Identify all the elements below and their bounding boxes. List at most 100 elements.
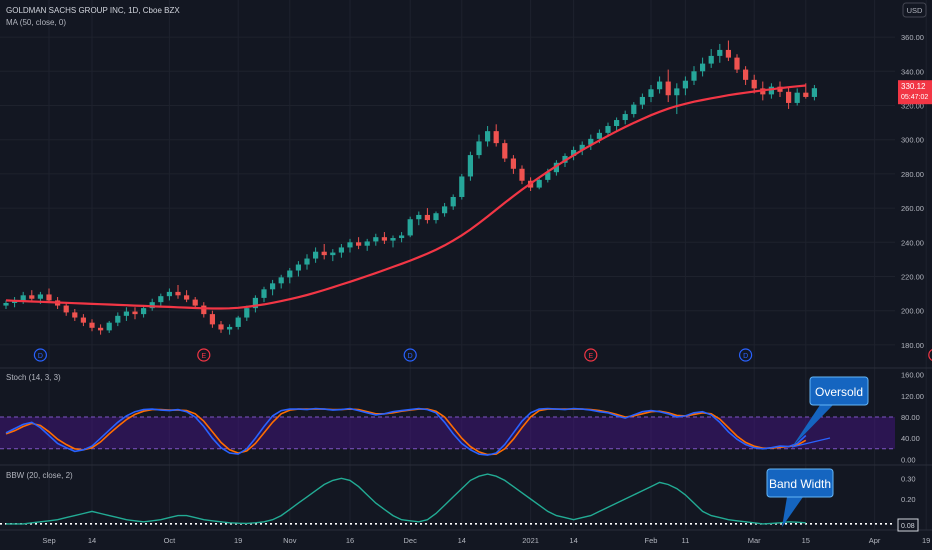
bbw-axis: 0.30 0.20: [901, 474, 916, 504]
price-axis-tick: 280.00: [901, 170, 924, 179]
stoch-axis-tick: 0.00: [901, 455, 916, 464]
candle-body: [725, 49, 731, 58]
candle-body: [175, 291, 181, 296]
time-axis-label: 14: [569, 536, 577, 545]
event-marker-label: D: [743, 353, 748, 360]
candle-body: [252, 297, 258, 309]
time-axis-label: 19: [922, 536, 930, 545]
candle-body: [37, 294, 43, 299]
candle-body: [502, 143, 508, 159]
currency-badge[interactable]: USD: [902, 2, 927, 18]
candle-body: [605, 126, 611, 133]
candle-body: [682, 80, 688, 89]
price-axis-tick: 260.00: [901, 204, 924, 213]
candle-body: [244, 308, 250, 318]
price-axis-tick: 340.00: [901, 67, 924, 76]
event-marker: [403, 348, 417, 362]
candle-body: [218, 324, 224, 330]
time-axis-label: Mar: [748, 536, 761, 545]
candle-body: [141, 308, 147, 315]
event-marker-label: D: [408, 353, 413, 360]
event-marker-label: E: [588, 353, 593, 360]
candle-body: [123, 311, 129, 316]
current-price-label: 330.12: [901, 82, 926, 91]
candle-body: [227, 326, 233, 330]
time-axis-label: 14: [458, 536, 466, 545]
candlestick-series[interactable]: [3, 40, 817, 335]
candle-body: [132, 311, 138, 315]
candle-body: [184, 295, 190, 300]
bbw-axis-tick: 0.20: [901, 495, 916, 504]
time-axis-label: 2021: [522, 536, 539, 545]
candle-body: [467, 155, 473, 177]
stoch-axis-tick: 120.00: [901, 392, 924, 401]
candle-body: [3, 303, 9, 306]
candle-body: [588, 138, 594, 145]
time-axis: Sep 14 Oct 19 Nov 16 Dec 14 2021 14 Feb 11 Mar 15 Apr 1…: [42, 536, 930, 545]
band-width-callout[interactable]: Band Width: [766, 468, 834, 527]
candle-body: [63, 305, 69, 313]
candle-body: [338, 247, 344, 253]
band-width-callout-text: Band Width: [769, 477, 831, 491]
candle-body: [596, 132, 602, 139]
candle-body: [476, 141, 482, 156]
candle-body: [321, 251, 327, 256]
event-marker: [584, 348, 598, 362]
candle-body: [614, 120, 620, 127]
candle-body: [158, 296, 164, 303]
oversold-trend-line[interactable]: [791, 437, 831, 448]
price-axis-tick: 300.00: [901, 136, 924, 145]
candle-body: [442, 206, 448, 214]
event-marker: [33, 348, 48, 362]
event-marker: [928, 349, 932, 361]
candle-body: [72, 312, 78, 318]
candle-body: [786, 91, 792, 103]
candle-body: [80, 317, 86, 323]
bbw-current-badge: 0.08: [897, 518, 919, 532]
candle-body: [20, 295, 26, 301]
ma50-line[interactable]: [5, 84, 806, 310]
oversold-callout[interactable]: Oversold: [792, 376, 869, 447]
candle-body: [149, 302, 155, 309]
candle-body: [631, 104, 637, 115]
candle-body: [571, 149, 577, 156]
stoch-axis: 160.00 120.00 80.00 40.00 0.00: [901, 371, 924, 465]
candle-body: [295, 264, 301, 271]
candle-body: [304, 258, 310, 265]
event-marker: [738, 348, 753, 362]
candle-body: [407, 219, 413, 236]
stoch-indicator-label: Stoch (14, 3, 3): [6, 373, 61, 382]
stoch-k-line[interactable]: [5, 407, 807, 456]
time-axis-label: 15: [802, 536, 810, 545]
price-axis-tick: 200.00: [901, 307, 924, 316]
time-axis-label: Nov: [283, 536, 297, 545]
candle-body: [89, 322, 95, 328]
candle-body: [803, 92, 809, 97]
candle-body: [459, 176, 465, 197]
price-axis-tick: 320.00: [901, 102, 924, 111]
candle-body: [424, 214, 430, 221]
event-markers[interactable]: DEDEDE: [33, 348, 932, 362]
time-axis-label: 19: [234, 536, 242, 545]
candle-body: [794, 92, 800, 103]
oversold-callout-text: Oversold: [815, 385, 863, 399]
candle-body: [657, 81, 663, 90]
time-axis-label: Dec: [404, 536, 418, 545]
bbw-line[interactable]: [6, 473, 806, 525]
candle-body: [46, 294, 52, 301]
time-axis-label: Sep: [42, 536, 55, 545]
candle-body: [209, 314, 215, 325]
candle-body: [416, 214, 422, 220]
candle-body: [235, 317, 241, 327]
candle-body: [390, 238, 396, 241]
stoch-axis-tick: 80.00: [901, 413, 920, 422]
candle-body: [29, 295, 35, 299]
candle-body: [553, 162, 559, 173]
candle-body: [270, 283, 276, 290]
stoch-axis-tick: 40.00: [901, 434, 920, 443]
candle-body: [373, 237, 379, 242]
candle-body: [717, 49, 723, 56]
price-axis-tick: 240.00: [901, 238, 924, 247]
candle-body: [115, 315, 121, 323]
